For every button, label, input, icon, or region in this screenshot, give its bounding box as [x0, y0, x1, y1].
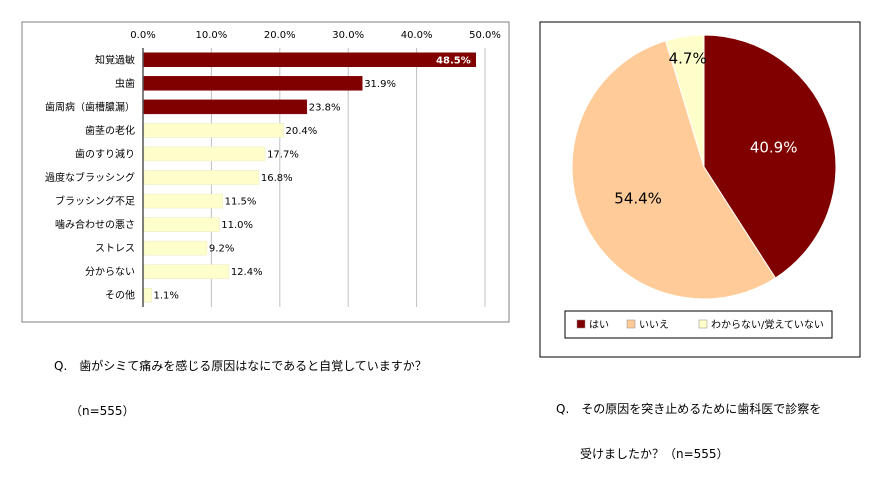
pie-chart-question-line1: Q. その原因を突き止めるために歯科医で診察を — [556, 402, 822, 416]
bar-chart-frame — [21, 21, 510, 323]
data-label: 11.0% — [221, 220, 253, 231]
pie-chart-frame — [539, 21, 861, 358]
bar-chart-question-line1: Q. 歯がシミて痛みを感じる原因はなにであると自覚していますか？ — [54, 359, 427, 373]
data-label: 20.4% — [286, 126, 318, 137]
bar — [143, 240, 208, 256]
bar — [143, 52, 476, 68]
pie-chart-question-line2: 受けましたか？（n=555） — [580, 447, 729, 461]
category-label: その他 — [105, 289, 135, 302]
category-label: 虫歯 — [115, 77, 135, 90]
x-tick-label: 50.0% — [469, 30, 501, 41]
legend-swatch — [626, 319, 636, 329]
pie-slice-label: 40.9% — [750, 139, 798, 157]
bar-chart-question: Q. 歯がシミて痛みを感じる原因はなにであると自覚していますか？ （n=555） — [54, 329, 427, 434]
category-label: 歯周病（歯槽膿漏） — [45, 100, 135, 113]
bar-chart: 0.0% 10.0% 20.0% 30.0% 40.0% 50.0% 知覚過敏 48.5% 虫歯… — [21, 21, 510, 323]
category-label: 知覚過敏 — [95, 53, 135, 66]
bar — [143, 146, 266, 162]
pie-slice-label: 54.4% — [614, 189, 662, 207]
x-tick-label: 10.0% — [196, 30, 228, 41]
legend-label: わからない/覚えていない — [711, 318, 824, 331]
pie-slice — [664, 34, 705, 168]
legend-label: いいえ — [639, 319, 669, 331]
category-label: 分からない — [85, 266, 135, 278]
legend-label: はい — [589, 319, 609, 331]
data-label: 23.8% — [309, 102, 341, 113]
pie-legend — [564, 310, 833, 339]
pie-slice-label: 4.7% — [669, 49, 707, 67]
bar — [143, 76, 363, 91]
bar — [143, 170, 260, 185]
category-label: 歯のすり減り — [75, 147, 135, 160]
bar — [143, 217, 220, 232]
pie-chart-question: Q. その原因を突き止めるために歯科医で診察を 受けましたか？（n=555） — [556, 372, 821, 477]
x-tick-label: 0.0% — [130, 30, 155, 41]
data-label: 48.5% — [436, 55, 471, 66]
data-label: 9.2% — [209, 244, 234, 255]
x-tick-label: 30.0% — [332, 30, 364, 41]
data-label: 31.9% — [364, 79, 396, 90]
data-label: 1.1% — [154, 291, 179, 302]
legend-swatch — [576, 319, 586, 329]
bar — [143, 193, 223, 209]
bar — [143, 287, 152, 303]
x-tick-label: 20.0% — [264, 30, 296, 41]
data-label: 16.8% — [261, 173, 293, 184]
legend-swatch — [698, 319, 708, 329]
bar — [143, 123, 284, 138]
x-tick-label: 40.0% — [401, 30, 433, 41]
category-label: ストレス — [95, 244, 135, 255]
category-label: ブラッシング不足 — [55, 195, 135, 208]
category-label: 歯茎の老化 — [85, 124, 135, 137]
data-label: 17.7% — [267, 149, 299, 160]
category-label: 噛み合わせの悪さ — [55, 218, 135, 231]
data-label: 11.5% — [225, 197, 257, 208]
pie-slice — [571, 40, 777, 300]
pie-slice — [703, 34, 837, 279]
bar — [143, 99, 308, 115]
bar — [143, 264, 230, 279]
category-label: 過度なブラッシング — [45, 171, 135, 184]
data-label: 12.4% — [231, 267, 263, 278]
bar-chart-question-line2: （n=555） — [70, 404, 135, 418]
